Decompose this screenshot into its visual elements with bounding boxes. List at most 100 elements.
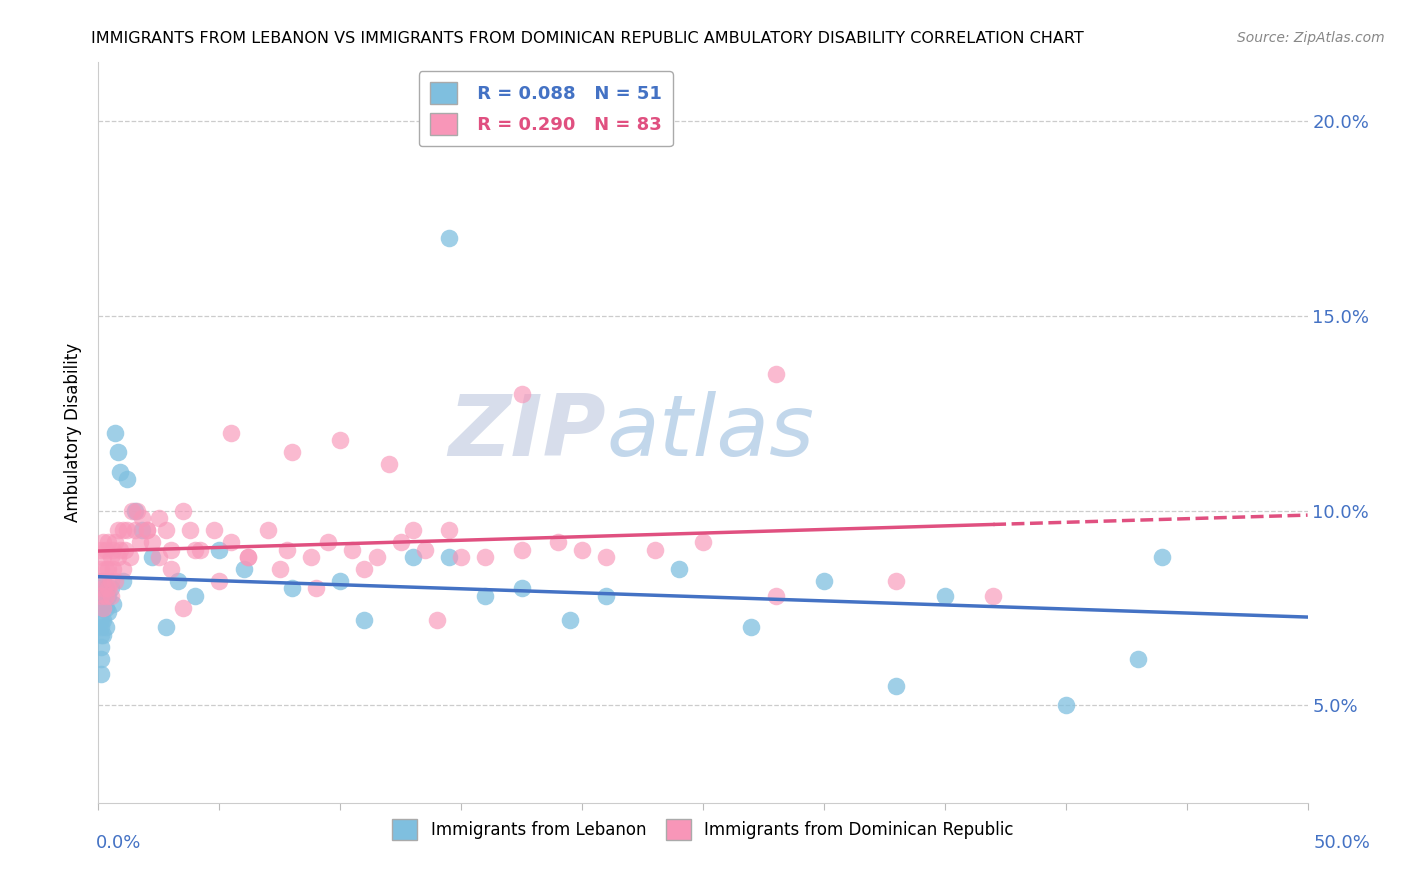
Point	[172, 601, 194, 615]
Point	[141, 534, 163, 549]
Point	[510, 582, 533, 596]
Point	[208, 542, 231, 557]
Point	[90, 562, 112, 576]
Point	[238, 550, 260, 565]
Point	[934, 589, 956, 603]
Point	[94, 562, 117, 576]
Point	[108, 542, 131, 557]
Point	[104, 574, 127, 588]
Text: ZIP: ZIP	[449, 391, 606, 475]
Point	[91, 550, 114, 565]
Point	[124, 523, 146, 537]
Point	[90, 574, 112, 588]
Point	[101, 542, 124, 557]
Point	[668, 562, 690, 576]
Point	[221, 534, 243, 549]
Point	[232, 562, 254, 576]
Point	[148, 511, 170, 525]
Point	[91, 534, 114, 549]
Point	[179, 523, 201, 537]
Point	[329, 434, 352, 448]
Point	[474, 550, 496, 565]
Point	[91, 597, 114, 611]
Point	[329, 574, 352, 588]
Point	[117, 472, 139, 486]
Point	[121, 503, 143, 517]
Point	[97, 582, 120, 596]
Point	[981, 589, 1004, 603]
Point	[167, 574, 190, 588]
Point	[299, 550, 322, 565]
Point	[94, 620, 117, 634]
Point	[90, 542, 112, 557]
Point	[474, 589, 496, 603]
Point	[316, 534, 339, 549]
Point	[886, 574, 908, 588]
Point	[131, 523, 153, 537]
Point	[1128, 651, 1150, 665]
Point	[97, 562, 120, 576]
Point	[366, 550, 388, 565]
Text: 50.0%: 50.0%	[1315, 834, 1371, 852]
Point	[155, 620, 177, 634]
Point	[111, 562, 134, 576]
Point	[389, 534, 412, 549]
Point	[90, 640, 112, 654]
Point	[128, 534, 150, 549]
Point	[595, 589, 617, 603]
Text: IMMIGRANTS FROM LEBANON VS IMMIGRANTS FROM DOMINICAN REPUBLIC AMBULATORY DISABIL: IMMIGRANTS FROM LEBANON VS IMMIGRANTS FR…	[91, 31, 1084, 46]
Point	[141, 550, 163, 565]
Point	[90, 601, 112, 615]
Point	[208, 574, 231, 588]
Point	[188, 542, 211, 557]
Point	[437, 523, 460, 537]
Point	[104, 534, 127, 549]
Point	[765, 589, 787, 603]
Point	[692, 534, 714, 549]
Point	[127, 503, 149, 517]
Point	[571, 542, 593, 557]
Point	[107, 550, 129, 565]
Point	[91, 574, 114, 588]
Point	[90, 620, 112, 634]
Point	[740, 620, 762, 634]
Point	[135, 523, 157, 537]
Point	[90, 613, 112, 627]
Point	[90, 651, 112, 665]
Point	[108, 465, 131, 479]
Point	[305, 582, 328, 596]
Point	[131, 511, 153, 525]
Point	[765, 367, 787, 381]
Point	[94, 601, 117, 615]
Point	[90, 589, 112, 603]
Point	[510, 386, 533, 401]
Point	[155, 523, 177, 537]
Point	[547, 534, 569, 549]
Point	[94, 589, 117, 603]
Point	[100, 574, 122, 588]
Point	[437, 550, 460, 565]
Point	[342, 542, 364, 557]
Point	[558, 613, 581, 627]
Point	[107, 445, 129, 459]
Point	[204, 523, 226, 537]
Point	[437, 231, 460, 245]
Text: 0.0%: 0.0%	[96, 834, 141, 852]
Point	[111, 523, 134, 537]
Point	[94, 582, 117, 596]
Point	[90, 667, 112, 681]
Point	[101, 562, 124, 576]
Point	[276, 542, 298, 557]
Point	[118, 550, 141, 565]
Text: atlas: atlas	[606, 391, 814, 475]
Point	[1152, 550, 1174, 565]
Point	[91, 582, 114, 596]
Point	[117, 523, 139, 537]
Point	[91, 628, 114, 642]
Point	[426, 613, 449, 627]
Point	[97, 589, 120, 603]
Point	[90, 582, 112, 596]
Point	[114, 542, 136, 557]
Point	[353, 613, 375, 627]
Point	[413, 542, 436, 557]
